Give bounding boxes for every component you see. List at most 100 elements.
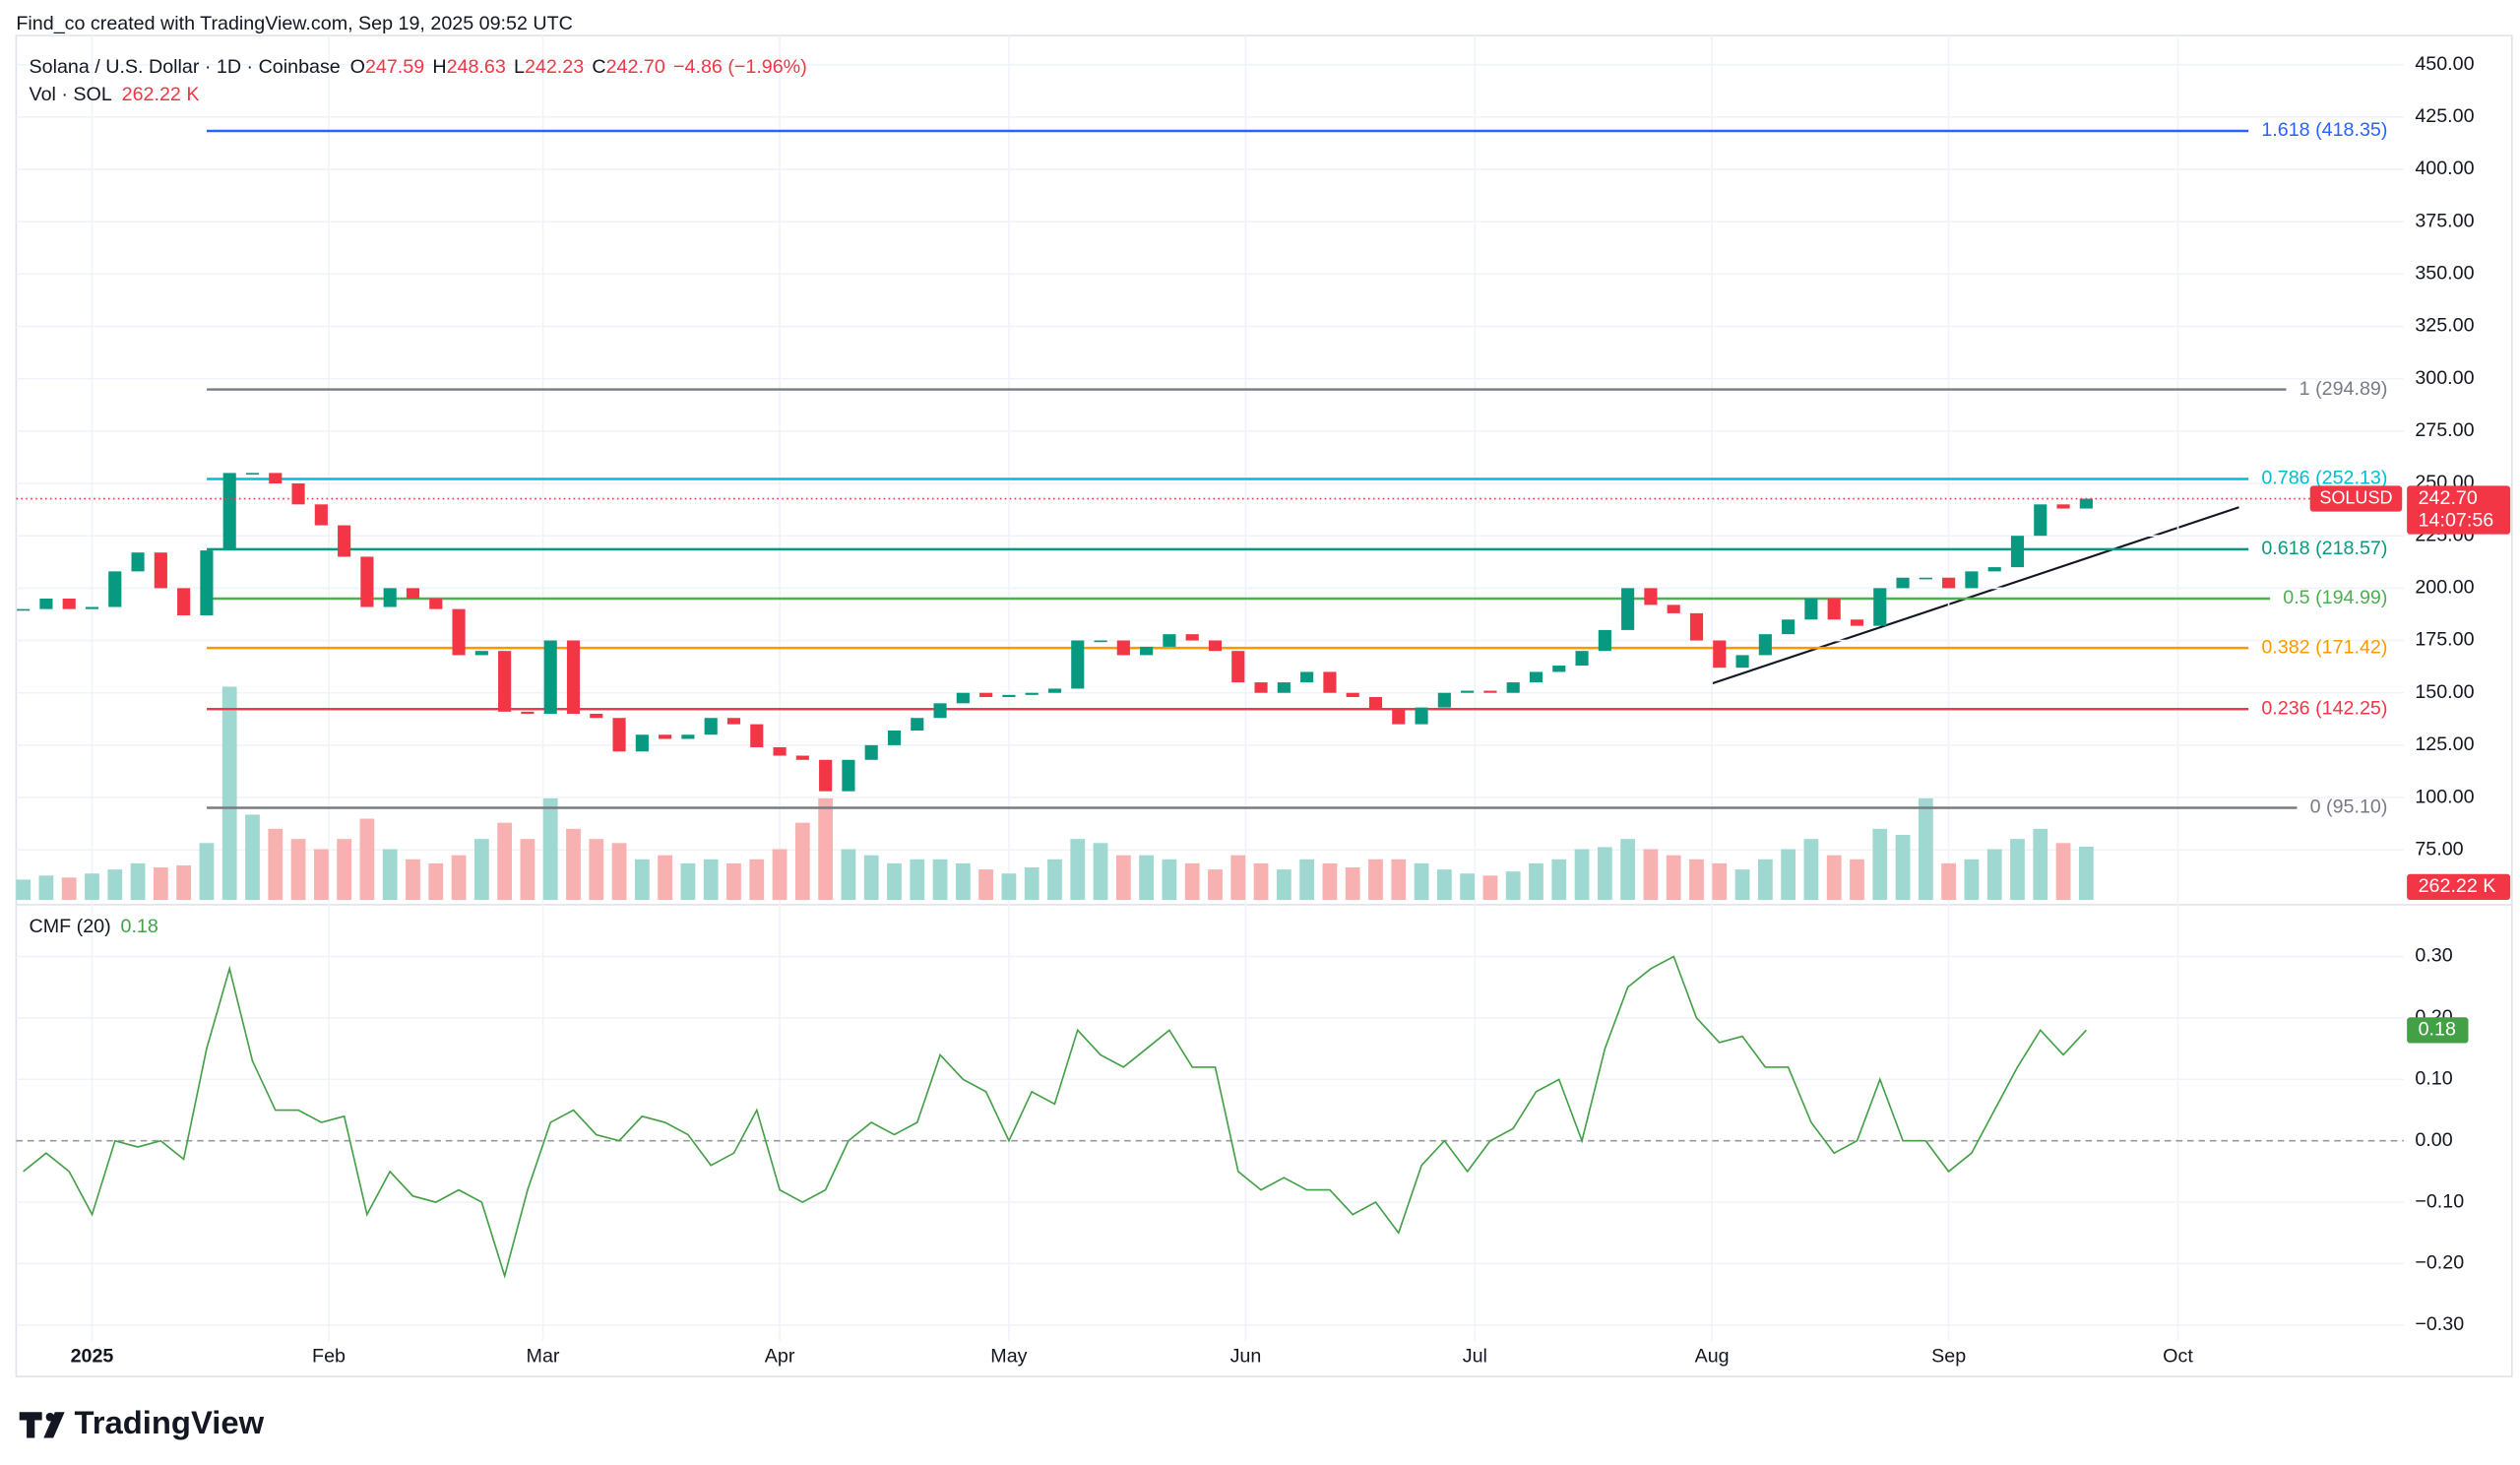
logo-mark xyxy=(19,1412,42,1438)
y-tick-label: 350.00 xyxy=(2415,263,2474,285)
y-tick-label: 425.00 xyxy=(2415,105,2474,127)
candle-body xyxy=(956,692,970,704)
volume-bar xyxy=(1276,869,1292,901)
candle-body xyxy=(1025,692,1039,695)
candle-body xyxy=(360,556,374,607)
y-tick-label: 150.00 xyxy=(2415,681,2474,703)
candle-body xyxy=(521,711,535,714)
credit: Find_co created with TradingView.com, Se… xyxy=(16,13,572,34)
candle-body xyxy=(108,571,122,607)
candle-body xyxy=(1644,588,1658,605)
volume-bar xyxy=(16,879,32,901)
level-label: 0.618 (218.57) xyxy=(2261,538,2387,559)
volume-bar xyxy=(2055,843,2071,901)
candle-body xyxy=(85,606,99,609)
candle-body xyxy=(795,755,809,760)
volume-bar xyxy=(1689,859,1704,901)
candle-body xyxy=(1368,696,1383,710)
ohlc-name: L xyxy=(514,56,525,78)
candle-body xyxy=(1163,634,1176,647)
level-label: 1 (294.89) xyxy=(2300,378,2388,400)
volume-bar xyxy=(451,855,467,901)
candle-body xyxy=(1437,692,1451,708)
level-label: 0.786 (252.13) xyxy=(2261,468,2387,489)
candle-body xyxy=(1873,588,1887,626)
candle-body xyxy=(1598,629,1611,652)
volume-bar xyxy=(863,855,879,901)
candle-body xyxy=(1804,599,1818,620)
change: −4.86 (−1.96%) xyxy=(673,56,807,78)
candle-body xyxy=(1667,605,1680,613)
y-tick-label: 175.00 xyxy=(2415,629,2474,651)
volume-bar xyxy=(1551,859,1567,901)
level-label: 0 (95.10) xyxy=(2310,796,2388,818)
volume-bar xyxy=(910,859,925,901)
ohlc-name: H xyxy=(432,56,446,78)
candle-body xyxy=(979,692,993,697)
volume-bar xyxy=(1826,855,1842,901)
candle-body xyxy=(1758,634,1772,656)
candle-body xyxy=(383,588,397,607)
candle-body xyxy=(452,608,466,656)
candle-body xyxy=(1713,640,1727,669)
volume-bar xyxy=(290,839,306,901)
volume-bar xyxy=(1115,855,1131,901)
ohlc-name: O xyxy=(350,56,365,78)
candle-body xyxy=(1506,682,1520,693)
level-label: 0.5 (194.99) xyxy=(2283,587,2387,608)
cmf-title: CMF (20) xyxy=(30,916,111,937)
candle-body xyxy=(177,588,191,616)
candle-body xyxy=(773,747,787,756)
legend: Solana / U.S. Dollar · 1D · Coinbase O247… xyxy=(30,56,807,78)
candle-body xyxy=(291,483,305,505)
volume-bar xyxy=(542,797,558,901)
volume-bar xyxy=(1345,867,1360,901)
candle-body xyxy=(1208,640,1223,652)
price-label: 242.70 xyxy=(2419,487,2478,509)
candle-body xyxy=(1346,692,1359,697)
volume-badge-label: 262.22 K xyxy=(2419,875,2496,897)
volume-bar xyxy=(1299,859,1315,901)
volume-bar xyxy=(1643,849,1659,901)
candle-body xyxy=(1323,671,1337,693)
volume-bar xyxy=(1208,869,1223,901)
volume-bar xyxy=(1230,855,1246,901)
y-tick-label: 75.00 xyxy=(2415,838,2463,860)
volume-bar xyxy=(703,859,719,901)
candle-body xyxy=(474,651,488,656)
volume-bar xyxy=(1414,862,1429,901)
volume-bar xyxy=(1253,862,1269,901)
candle-body xyxy=(612,718,626,752)
volume-bar xyxy=(497,822,513,901)
volume-bar xyxy=(1070,839,1086,901)
legend-title: Solana / U.S. Dollar · 1D · Coinbase xyxy=(30,56,341,78)
candle-body xyxy=(429,599,443,609)
logo-mark xyxy=(43,1412,65,1438)
candle-body xyxy=(2056,504,2070,509)
cmf-line xyxy=(23,955,2087,1279)
volume-bar xyxy=(1436,869,1452,901)
candle-body xyxy=(62,599,76,609)
candle-body xyxy=(1965,571,1979,589)
volume-bar xyxy=(1850,859,1864,901)
volume-bar xyxy=(772,849,788,901)
candle-body xyxy=(635,734,649,752)
volume-bar xyxy=(658,855,673,901)
volume-bar xyxy=(589,839,604,901)
chart-frame xyxy=(15,34,2513,1377)
volume-bar xyxy=(1712,862,1728,901)
y-tick-label: 200.00 xyxy=(2415,577,2474,599)
candle-body xyxy=(1047,688,1062,693)
volume-bar xyxy=(1162,859,1177,901)
volume-bar xyxy=(794,822,810,901)
volume-value: 262.22 K xyxy=(122,84,200,105)
volume-bar xyxy=(2033,828,2048,901)
candle-body xyxy=(269,473,283,484)
volume-bar xyxy=(1781,849,1796,901)
candle-body xyxy=(2079,498,2093,509)
y-tick-label: 0.00 xyxy=(2415,1129,2452,1151)
x-tick-label: Jul xyxy=(1463,1346,1487,1368)
candle-body xyxy=(1782,619,1796,635)
volume-bar xyxy=(176,864,192,901)
candle-body xyxy=(1850,619,1864,626)
